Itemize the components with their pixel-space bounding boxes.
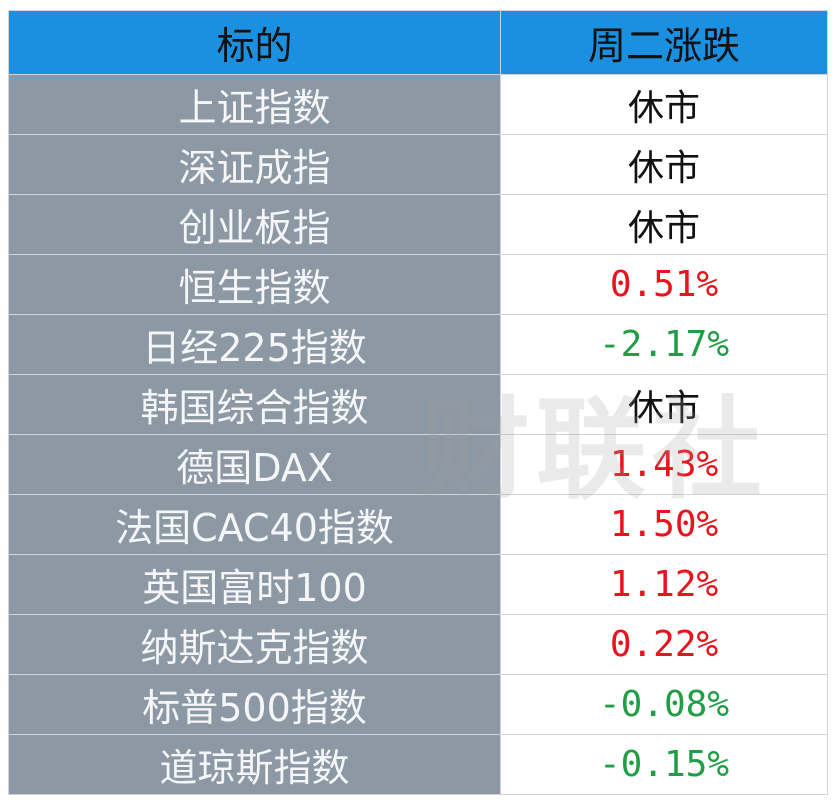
change-value: -2.17% [500,314,828,375]
table-row: 标普500指数 -0.08% [8,674,828,735]
table-row: 法国CAC40指数 1.50% [8,494,828,555]
table-row: 德国DAX 1.43% [8,434,828,495]
index-name: 标普500指数 [8,674,501,735]
table-row: 恒生指数 0.51% [8,254,828,315]
change-value: 0.22% [500,614,828,675]
index-name: 纳斯达克指数 [8,614,501,675]
table-row: 日经225指数 -2.17% [8,314,828,375]
index-name: 韩国综合指数 [8,374,501,435]
table-body: 上证指数 休市 深证成指 休市 创业板指 休市 恒生指数 0.51% 日经225指数 -2.17%… [8,74,828,795]
index-name: 深证成指 [8,134,501,195]
index-name: 创业板指 [8,194,501,255]
change-value: -0.15% [500,734,828,795]
change-value: -0.08% [500,674,828,735]
table-row: 纳斯达克指数 0.22% [8,614,828,675]
change-value: 休市 [500,194,828,255]
index-name: 法国CAC40指数 [8,494,501,555]
table-row: 深证成指 休市 [8,134,828,195]
index-name: 日经225指数 [8,314,501,375]
header-cell: 标的 [8,10,501,75]
header-cell: 周二涨跌 [500,10,828,75]
index-name: 恒生指数 [8,254,501,315]
change-value: 0.51% [500,254,828,315]
change-value: 休市 [500,374,828,435]
table-row: 创业板指 休市 [8,194,828,255]
table-row: 英国富时100 1.12% [8,554,828,615]
change-value: 1.50% [500,494,828,555]
index-name: 英国富时100 [8,554,501,615]
change-value: 休市 [500,134,828,195]
table-row: 上证指数 休市 [8,74,828,135]
change-value: 1.43% [500,434,828,495]
index-name: 上证指数 [8,74,501,135]
index-name: 道琼斯指数 [8,734,501,795]
change-value: 休市 [500,74,828,135]
header-row: 标的 周二涨跌 [8,10,828,75]
table-row: 韩国综合指数 休市 [8,374,828,435]
change-value: 1.12% [500,554,828,615]
data-table: 标的 周二涨跌 上证指数 休市 深证成指 休市 创业板指 休市 恒生指数 0.51% 日经225… [8,10,828,795]
index-name: 德国DAX [8,434,501,495]
table-row: 道琼斯指数 -0.15% [8,734,828,795]
